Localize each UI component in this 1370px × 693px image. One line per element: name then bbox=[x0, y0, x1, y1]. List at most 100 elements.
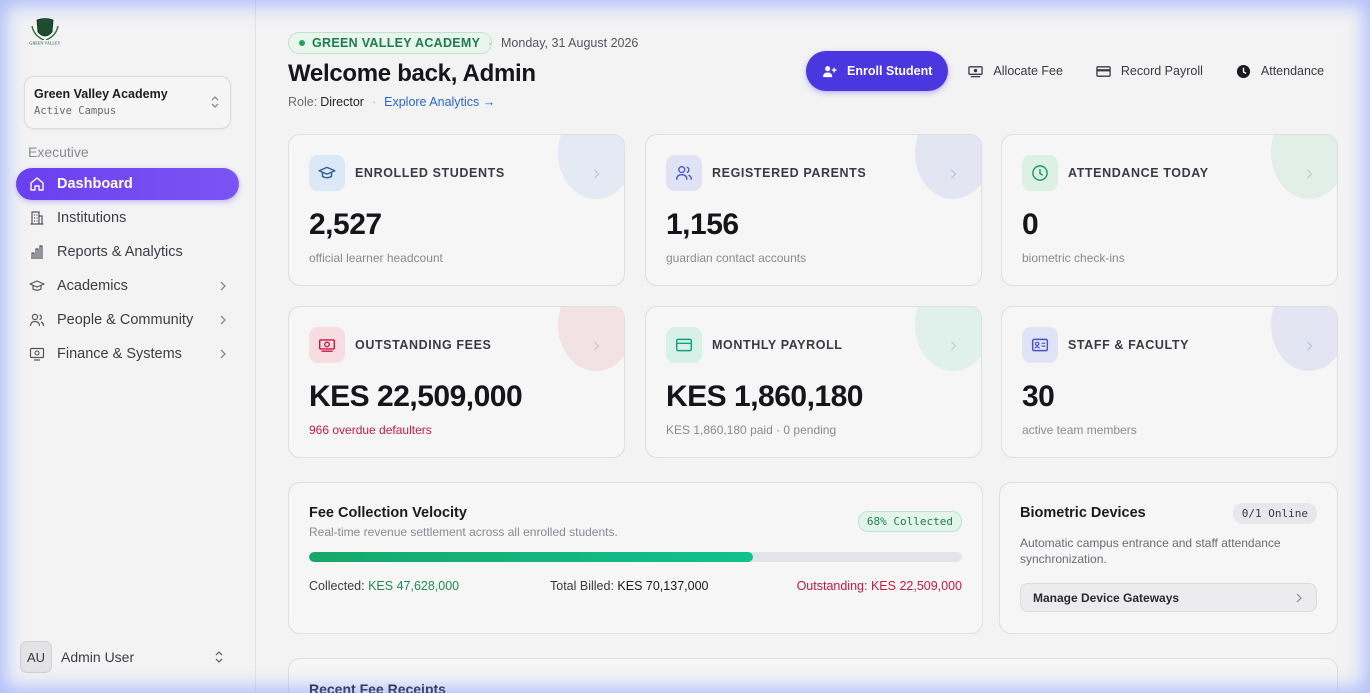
manage-device-gateways-button[interactable]: Manage Device Gateways bbox=[1020, 583, 1317, 612]
stat-icon-box bbox=[309, 327, 345, 363]
user-plus-icon bbox=[822, 65, 837, 77]
allocate-fee-button[interactable]: Allocate Fee bbox=[948, 51, 1075, 91]
stat-caption: active team members bbox=[1022, 423, 1137, 437]
campus-switcher[interactable]: Green Valley Academy Active Campus bbox=[24, 76, 231, 129]
collected-summary: Collected: KES 47,628,000 bbox=[309, 579, 459, 593]
svg-text:GREEN VALLEY: GREEN VALLEY bbox=[29, 41, 60, 46]
stat-icon-box bbox=[666, 327, 702, 363]
stat-label: MONTHLY PAYROLL bbox=[712, 338, 843, 352]
chevron-right-icon bbox=[1296, 593, 1302, 603]
stat-card-staff-faculty[interactable]: STAFF & FACULTY 30 active team members bbox=[1001, 306, 1338, 458]
card-decoration bbox=[558, 307, 624, 371]
explore-analytics-link[interactable]: Explore Analytics → bbox=[384, 95, 496, 109]
stat-icon-box bbox=[666, 155, 702, 191]
stat-card-monthly-payroll[interactable]: MONTHLY PAYROLL KES 1,860,180 KES 1,860,… bbox=[645, 306, 982, 458]
sidebar-item-people[interactable]: People & Community bbox=[16, 304, 239, 336]
sidebar-nav: Dashboard Institutions Reports & Analyti… bbox=[16, 168, 239, 372]
stat-label: ENROLLED STUDENTS bbox=[355, 166, 505, 180]
date-separator: · bbox=[488, 36, 492, 50]
monitor-icon bbox=[29, 347, 45, 361]
sidebar-item-label: Dashboard bbox=[57, 176, 133, 192]
school-badge-text: GREEN VALLEY ACADEMY bbox=[312, 36, 481, 50]
fee-collection-panel: Fee Collection Velocity Real-time revenu… bbox=[288, 482, 983, 634]
user-menu[interactable]: AU Admin User bbox=[20, 641, 230, 673]
stat-caption: guardian contact accounts bbox=[666, 251, 807, 265]
sidebar-item-reports[interactable]: Reports & Analytics bbox=[16, 236, 239, 268]
card-decoration bbox=[915, 307, 981, 371]
stat-value: KES 22,509,000 bbox=[309, 380, 523, 413]
stat-card-attendance-today[interactable]: ATTENDANCE TODAY 0 biometric check-ins bbox=[1001, 134, 1338, 286]
banknote-icon bbox=[318, 339, 336, 352]
sidebar-item-label: People & Community bbox=[57, 312, 194, 328]
stat-caption: KES 1,860,180 paid · 0 pending bbox=[666, 423, 837, 437]
school-badge: GREEN VALLEY ACADEMY bbox=[288, 32, 493, 54]
fee-panel-title: Fee Collection Velocity bbox=[309, 505, 467, 521]
nav-section-label: Executive bbox=[28, 144, 89, 160]
billed-label: Total Billed: bbox=[550, 579, 614, 593]
chevrons-up-down-icon bbox=[215, 651, 223, 663]
banknote-icon bbox=[968, 65, 984, 77]
clock-icon bbox=[1236, 64, 1250, 78]
devices-online-badge: 0/1 Online bbox=[1232, 503, 1317, 524]
campus-status: Active Campus bbox=[34, 105, 117, 117]
sidebar-item-label: Academics bbox=[57, 278, 128, 294]
chevron-right-icon bbox=[951, 169, 957, 179]
stat-caption: 966 overdue defaulters bbox=[309, 423, 432, 437]
stat-value: 0 bbox=[1022, 208, 1039, 241]
record-payroll-button[interactable]: Record Payroll bbox=[1076, 51, 1216, 91]
biometric-devices-panel: Biometric Devices 0/1 Online Automatic c… bbox=[999, 482, 1338, 634]
stat-label: REGISTERED PARENTS bbox=[712, 166, 867, 180]
user-name: Admin User bbox=[61, 649, 135, 665]
biometric-title: Biometric Devices bbox=[1020, 505, 1146, 521]
building-icon bbox=[30, 211, 44, 225]
attendance-label: Attendance bbox=[1260, 64, 1325, 78]
stat-card-outstanding-fees[interactable]: OUTSTANDING FEES KES 22,509,000 966 over… bbox=[288, 306, 625, 458]
sidebar-item-label: Reports & Analytics bbox=[57, 244, 183, 260]
biometric-description: Automatic campus entrance and staff atte… bbox=[1020, 536, 1281, 566]
card-decoration bbox=[558, 135, 624, 199]
chevron-right-icon bbox=[951, 341, 957, 351]
status-dot bbox=[299, 40, 305, 46]
allocate-fee-label: Allocate Fee bbox=[993, 64, 1063, 78]
stat-icon-box bbox=[309, 155, 345, 191]
stat-label: OUTSTANDING FEES bbox=[355, 338, 492, 352]
stat-value: 2,527 bbox=[309, 208, 382, 241]
stat-caption: biometric check-ins bbox=[1022, 251, 1125, 265]
card-decoration bbox=[915, 135, 981, 199]
enroll-student-button[interactable]: Enroll Student bbox=[806, 51, 949, 91]
sidebar-item-finance[interactable]: Finance & Systems bbox=[16, 338, 239, 370]
attendance-button[interactable]: Attendance bbox=[1216, 51, 1337, 91]
chevron-right-icon bbox=[1307, 169, 1313, 179]
fee-panel-subtitle: Real-time revenue settlement across all … bbox=[309, 525, 618, 539]
sidebar: GREEN VALLEY Green Valley Academy Active… bbox=[0, 0, 256, 693]
card-decoration bbox=[1271, 307, 1337, 371]
bar-chart-icon bbox=[31, 245, 43, 259]
sidebar-item-dashboard[interactable]: Dashboard bbox=[16, 168, 239, 200]
stat-value: 1,156 bbox=[666, 208, 739, 241]
outstanding-summary: Outstanding: KES 22,509,000 bbox=[797, 579, 962, 593]
stat-card-registered-parents[interactable]: REGISTERED PARENTS 1,156 guardian contac… bbox=[645, 134, 982, 286]
enroll-student-label: Enroll Student bbox=[847, 64, 933, 78]
home-icon bbox=[30, 177, 44, 191]
sidebar-item-institutions[interactable]: Institutions bbox=[16, 202, 239, 234]
chevrons-up-down-icon bbox=[211, 96, 219, 108]
stat-card-enrolled-students[interactable]: ENROLLED STUDENTS 2,527 official learner… bbox=[288, 134, 625, 286]
chevron-right-icon bbox=[220, 349, 226, 359]
collected-label: Collected: bbox=[309, 579, 365, 593]
collected-percent-badge: 68% Collected bbox=[857, 511, 962, 532]
billed-value: KES 70,137,000 bbox=[617, 579, 709, 593]
stat-value: KES 1,860,180 bbox=[666, 380, 863, 413]
sidebar-item-academics[interactable]: Academics bbox=[16, 270, 239, 302]
credit-card-icon bbox=[675, 338, 693, 352]
role-line: Role: Director · Explore Analytics → bbox=[288, 95, 495, 109]
clock-icon bbox=[1032, 165, 1048, 181]
graduation-cap-icon bbox=[29, 280, 45, 291]
role-separator: · bbox=[371, 95, 377, 109]
chevron-right-icon bbox=[220, 281, 226, 291]
chevron-right-icon bbox=[594, 341, 600, 351]
avatar: AU bbox=[20, 641, 52, 673]
graduation-cap-icon bbox=[318, 166, 336, 179]
school-logo[interactable]: GREEN VALLEY bbox=[28, 18, 62, 46]
credit-card-icon bbox=[1096, 65, 1111, 77]
collected-value: KES 47,628,000 bbox=[368, 579, 460, 593]
